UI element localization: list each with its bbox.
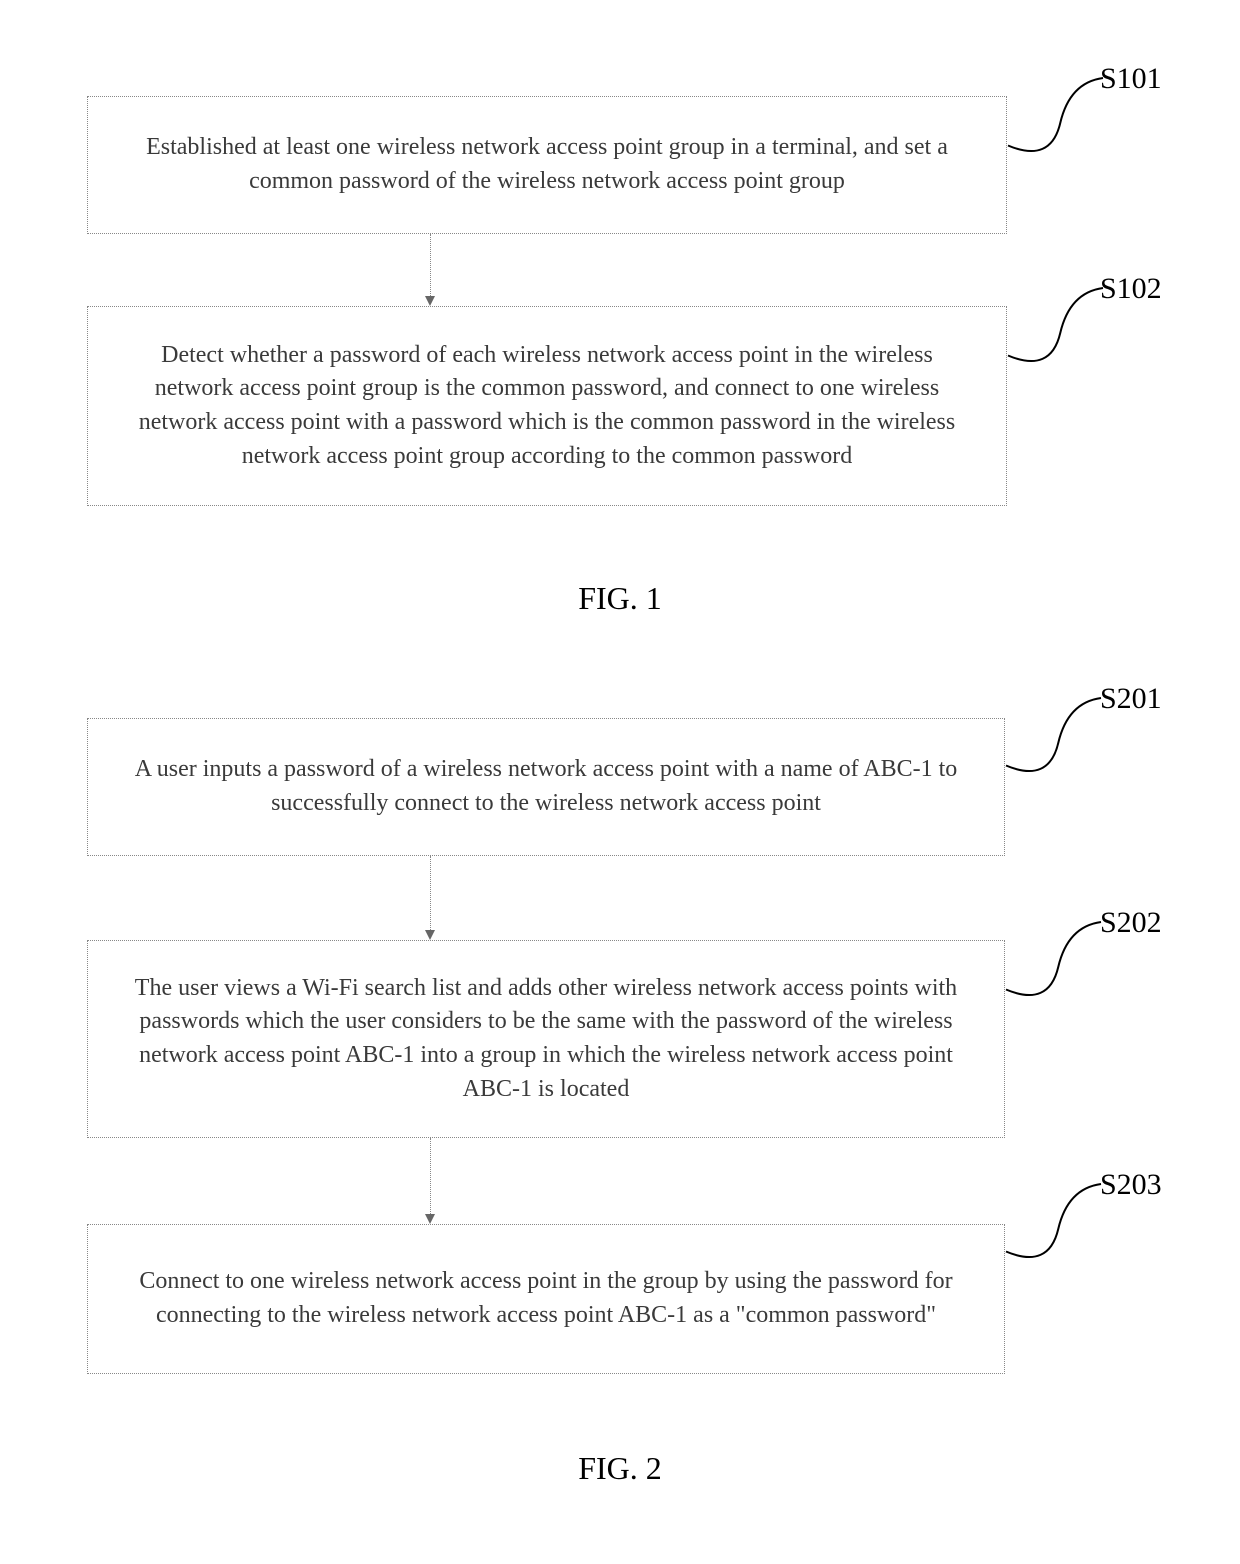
arrow-head-3 — [425, 1214, 435, 1224]
step-label-s203: S203 — [1100, 1168, 1162, 1202]
box-text-s102: Detect whether a password of each wirele… — [128, 339, 966, 473]
figure-label-1: FIG. 1 — [0, 580, 1240, 617]
curve-connector-s203 — [1006, 1184, 1101, 1274]
figure-label-2: FIG. 2 — [0, 1450, 1240, 1487]
box-text-s203: Connect to one wireless network access p… — [128, 1265, 964, 1332]
flowchart-box-s201: A user inputs a password of a wireless n… — [87, 718, 1005, 856]
step-label-s101: S101 — [1100, 62, 1162, 96]
flowchart-box-s101: Established at least one wireless networ… — [87, 96, 1007, 234]
step-label-s202: S202 — [1100, 906, 1162, 940]
curve-connector-s201 — [1006, 698, 1101, 788]
step-label-s102: S102 — [1100, 272, 1162, 306]
curve-connector-s202 — [1006, 922, 1101, 1012]
arrow-head-1 — [425, 296, 435, 306]
arrow-line-3 — [430, 1138, 431, 1214]
arrow-line-1 — [430, 234, 431, 296]
box-text-s202: The user views a Wi-Fi search list and a… — [128, 972, 964, 1106]
arrow-head-2 — [425, 930, 435, 940]
curve-connector-s101 — [1008, 78, 1103, 168]
curve-connector-s102 — [1008, 288, 1103, 378]
step-label-s201: S201 — [1100, 682, 1162, 716]
box-text-s201: A user inputs a password of a wireless n… — [128, 753, 964, 820]
box-text-s101: Established at least one wireless networ… — [128, 131, 966, 198]
flowchart-box-s203: Connect to one wireless network access p… — [87, 1224, 1005, 1374]
flowchart-box-s102: Detect whether a password of each wirele… — [87, 306, 1007, 506]
arrow-line-2 — [430, 856, 431, 930]
flowchart-box-s202: The user views a Wi-Fi search list and a… — [87, 940, 1005, 1138]
